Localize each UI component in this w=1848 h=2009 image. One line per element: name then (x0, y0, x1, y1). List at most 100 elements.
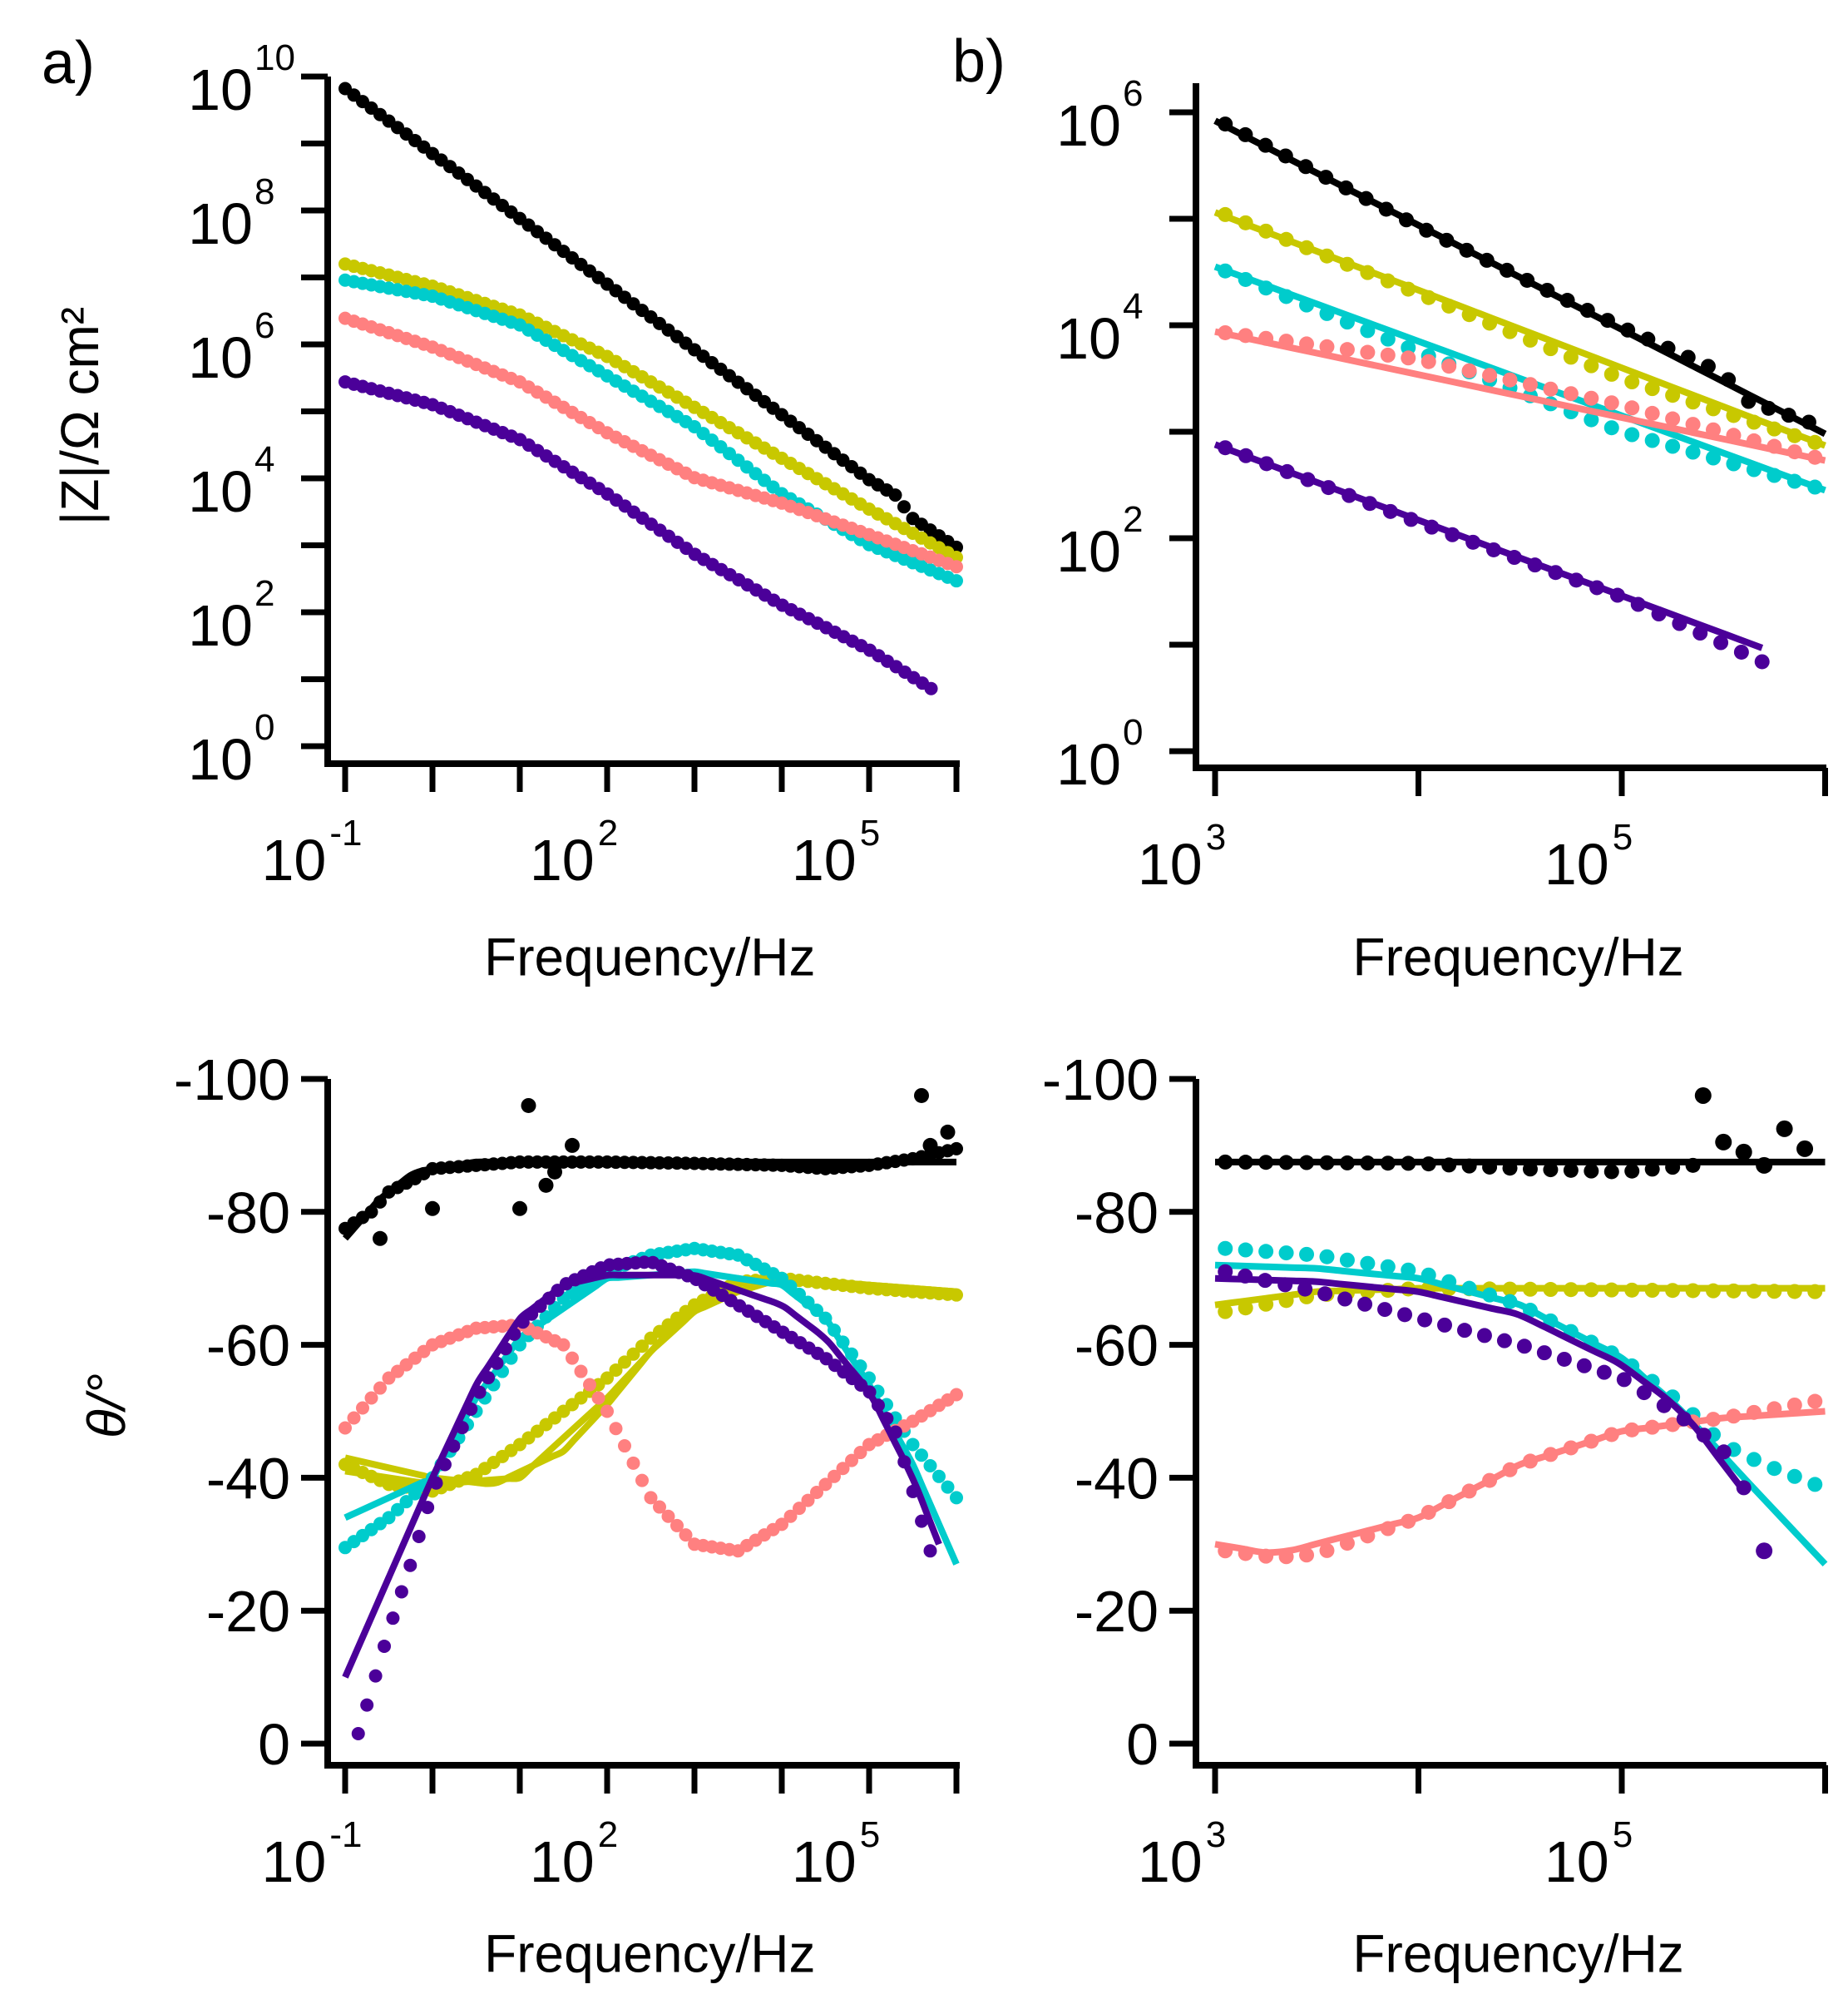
data-point-pink (1319, 1542, 1335, 1558)
data-point-pink (775, 1517, 788, 1531)
data-point-pink (1726, 1408, 1742, 1424)
data-point-cyan (1319, 1249, 1335, 1264)
data-point-purple (1527, 557, 1543, 573)
data-point-black (1238, 126, 1253, 142)
data-point-pink (1299, 336, 1315, 352)
data-point-pink (1563, 1440, 1579, 1456)
x-tick-label-base: 10 (530, 828, 595, 893)
y-tick-label-exponent: 4 (254, 439, 274, 480)
data-point-purple (1754, 654, 1770, 670)
data-point-cyan (1380, 1259, 1396, 1274)
y-tick-label-exponent: 0 (1123, 712, 1143, 753)
data-point-pink (1807, 1393, 1823, 1409)
data-point-yellow (1218, 1304, 1233, 1319)
series-black (338, 1087, 963, 1246)
data-point-pink (338, 1421, 352, 1435)
data-point-yellow (1360, 265, 1376, 280)
data-point-purple (1569, 572, 1584, 588)
data-point-pink (1522, 1453, 1538, 1469)
x-tick-label-exponent: 3 (1206, 1814, 1226, 1855)
y-tick-label: -80 (1075, 1180, 1159, 1245)
y-tick-label: 10 (1056, 93, 1121, 158)
series-black (1215, 1086, 1826, 1180)
data-point-black (1715, 1133, 1732, 1150)
data-point-cyan (1238, 1242, 1253, 1258)
data-point-cyan (775, 1271, 788, 1285)
data-point-pink (1482, 368, 1498, 383)
data-point-purple (490, 1356, 504, 1370)
data-point-black (1459, 242, 1475, 258)
y-tick-label-base: 10 (188, 593, 253, 658)
data-point-cyan (1766, 1461, 1782, 1477)
data-point-yellow (1706, 401, 1722, 417)
data-point-purple (1337, 1291, 1353, 1307)
data-point-pink (626, 1456, 640, 1470)
data-point-pink (1665, 1417, 1681, 1433)
data-point-purple (1317, 1286, 1333, 1302)
data-point-purple (1437, 1317, 1453, 1333)
data-point-pink (950, 1388, 963, 1402)
data-point-cyan (950, 574, 963, 588)
data-point-purple (1636, 1385, 1652, 1401)
data-point-black (1721, 372, 1737, 388)
x-tick-label-exponent: 5 (860, 813, 880, 854)
fit-line-pink (1214, 328, 1826, 464)
data-point-purple (1456, 1323, 1472, 1339)
data-point-purple (1692, 626, 1708, 641)
data-point-purple (1238, 1268, 1253, 1284)
data-point-pink (1482, 1472, 1498, 1488)
y-tick-label-base: 10 (1056, 732, 1121, 797)
data-point-purple (507, 1327, 521, 1341)
data-point-cyan (1380, 331, 1396, 347)
data-point-black (1665, 1160, 1681, 1175)
y-tick-label: 0 (258, 1712, 290, 1777)
data-point-pink (347, 1411, 361, 1425)
data-point-pink (1421, 1504, 1436, 1520)
data-point-pink (653, 1500, 666, 1514)
data-point-black (1358, 191, 1374, 206)
x-tick-label-exponent: 5 (1613, 1814, 1633, 1855)
y-tick-label: -40 (206, 1446, 290, 1511)
data-point-yellow (1441, 298, 1457, 314)
data-point-cyan (1603, 420, 1619, 436)
y-tick-label-exponent: 4 (1123, 286, 1143, 327)
data-point-black (538, 1177, 554, 1193)
y-tick-label-base: 10 (188, 325, 253, 390)
data-point-pink (1258, 330, 1274, 346)
data-point-cyan (1299, 297, 1315, 313)
data-point-purple (421, 1501, 435, 1515)
data-point-black (565, 1137, 580, 1153)
y-tick-label-base: 10 (188, 459, 253, 524)
data-point-black (373, 1230, 388, 1246)
data-point-pink (818, 1477, 833, 1492)
data-point-purple (1733, 644, 1749, 660)
data-point-purple (1736, 1480, 1752, 1496)
data-point-yellow (1746, 414, 1762, 430)
data-point-black (1378, 201, 1394, 217)
y-tick-label: 10 (1056, 306, 1121, 371)
data-point-pink (853, 1446, 867, 1460)
data-point-black (1543, 1162, 1559, 1178)
data-point-pink (1563, 386, 1579, 402)
data-point-yellow (1665, 388, 1681, 403)
data-point-purple (1258, 456, 1274, 472)
data-point-yellow (1665, 1283, 1681, 1299)
data-point-black (1441, 1157, 1457, 1173)
data-point-purple (1651, 606, 1667, 622)
data-point-cyan (1401, 339, 1416, 355)
data-point-pink (373, 1381, 387, 1395)
data-point-purple (472, 1385, 487, 1399)
data-point-cyan (1258, 280, 1274, 296)
data-point-black (897, 500, 911, 514)
x-tick-label-base: 10 (262, 1829, 327, 1894)
data-point-pink (810, 1485, 823, 1499)
data-point-purple (368, 1669, 383, 1683)
data-point-purple (516, 1315, 530, 1329)
data-point-purple (1218, 1264, 1233, 1279)
data-point-cyan (1502, 1294, 1518, 1309)
y-tick-label: -20 (1075, 1579, 1159, 1644)
data-point-purple (1321, 480, 1337, 496)
data-point-pink (1319, 339, 1335, 354)
data-point-cyan (818, 1311, 833, 1325)
